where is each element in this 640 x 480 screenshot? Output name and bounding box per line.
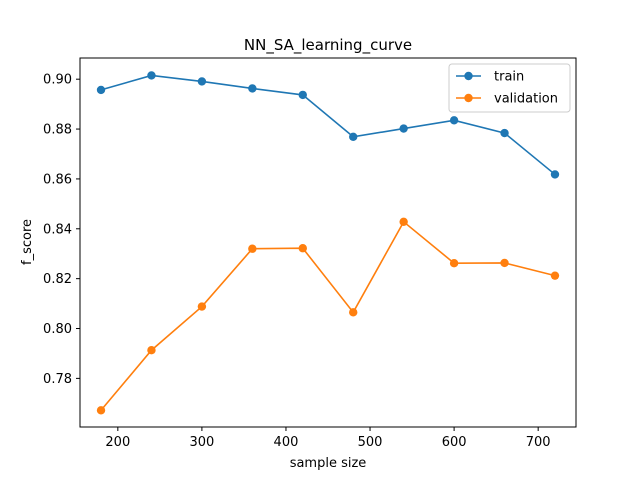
y-axis-label: f_score [20, 219, 35, 265]
data-point-train [96, 85, 106, 95]
x-tick-label: 300 [189, 435, 214, 450]
plot-area [96, 71, 560, 415]
data-point-validation [399, 217, 408, 227]
data-point-train [449, 116, 459, 125]
data-point-train [399, 124, 408, 133]
data-point-validation [550, 271, 560, 280]
data-point-validation [449, 258, 459, 268]
y-tick-label: 0.84 [43, 222, 72, 237]
y-tick-label: 0.78 [43, 372, 72, 387]
legend-marker-train [464, 71, 473, 81]
data-point-train [500, 128, 509, 138]
y-tick-label: 0.86 [43, 172, 72, 187]
axis-ticks: 200 300 400 500 600 700 0.78 0.80 0.82 0.84 0.86 0.… [43, 73, 551, 450]
x-tick-label: 500 [358, 435, 383, 450]
x-tick-label: 200 [105, 435, 130, 450]
x-tick-label: 400 [274, 435, 299, 450]
x-axis-label: sample size [290, 456, 367, 471]
data-point-validation [500, 258, 509, 268]
legend-label-validation: validation [494, 92, 558, 107]
data-point-train [349, 132, 358, 141]
legend-label-train: train [494, 70, 524, 85]
y-tick-label: 0.88 [43, 123, 72, 138]
y-tick-label: 0.90 [43, 73, 72, 88]
data-point-train [197, 77, 207, 86]
data-point-validation [349, 308, 358, 317]
data-point-train [550, 170, 560, 179]
y-tick-label: 0.80 [43, 322, 72, 337]
x-tick-label: 600 [442, 435, 467, 450]
data-point-train [298, 90, 307, 100]
data-point-validation [96, 406, 106, 415]
data-point-validation [147, 346, 156, 355]
series-line-train [100, 74, 556, 176]
chart-title: NN_SA_learning_curve [244, 36, 412, 55]
legend-marker-validation [464, 93, 473, 103]
data-point-validation [197, 302, 207, 311]
data-point-train [147, 71, 156, 80]
data-point-train [248, 84, 257, 93]
series-line-validation [100, 220, 556, 411]
data-point-validation [248, 244, 257, 253]
x-tick-label: 700 [526, 435, 551, 450]
legend: train validation [448, 63, 571, 113]
y-tick-label: 0.82 [43, 272, 72, 287]
data-point-validation [298, 244, 307, 253]
axes-frame [79, 57, 577, 428]
